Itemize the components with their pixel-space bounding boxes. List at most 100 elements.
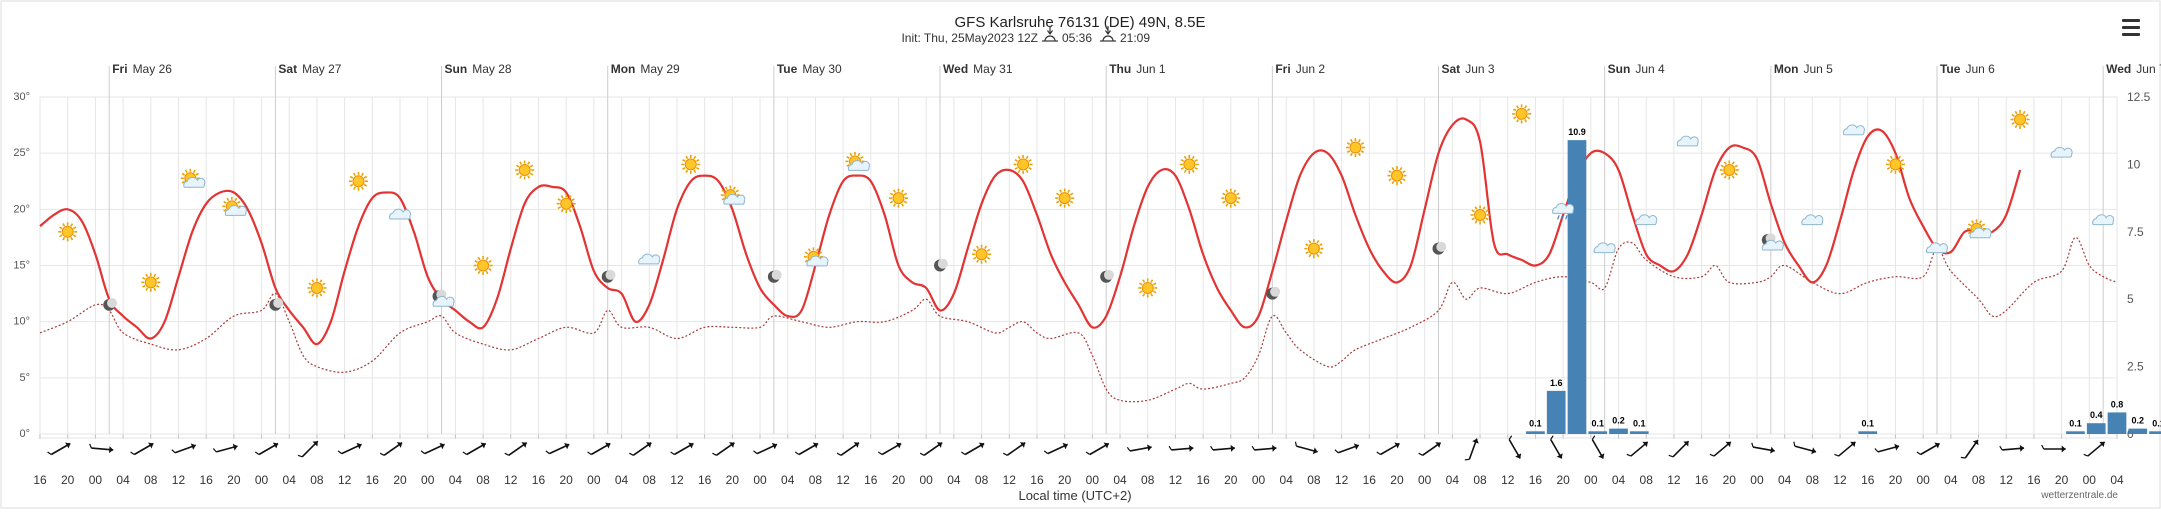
precip-bar xyxy=(2086,423,2106,434)
sun-ray xyxy=(1150,293,1154,297)
cloud-shape xyxy=(2092,214,2115,226)
hour-tick-label: 20 xyxy=(393,473,407,487)
hour-tick-label: 08 xyxy=(1141,473,1155,487)
wind-arrow-icon xyxy=(1085,442,1110,456)
sun-ray xyxy=(1152,282,1157,286)
wind-arrow-head xyxy=(564,442,570,450)
wind-arrow-barb xyxy=(1418,452,1423,456)
sun-ray xyxy=(986,256,991,260)
sun-ray xyxy=(1014,158,1018,162)
cloud-shape xyxy=(723,193,746,205)
sun-weather-icon xyxy=(1304,239,1324,259)
sun-ray xyxy=(1357,152,1361,157)
sun-ray xyxy=(363,183,368,187)
sun-ray xyxy=(735,189,739,193)
wind-arrow-head xyxy=(936,442,943,448)
sun-weather-icon xyxy=(1470,205,1490,225)
sun-weather-icon xyxy=(1179,154,1199,174)
hour-tick-label: 20 xyxy=(559,473,573,487)
sun-ray xyxy=(1734,172,1738,176)
sun-disc xyxy=(518,164,531,177)
wind-arrow-head xyxy=(1515,453,1522,459)
wind-arrow-head xyxy=(812,442,819,449)
precip-bar xyxy=(1629,431,1649,434)
wind-arrow-barb xyxy=(130,451,135,456)
sun-ray xyxy=(2014,110,2018,115)
sun-ray xyxy=(311,293,315,297)
sun-ray xyxy=(1150,279,1154,283)
day-label: Tue May 30 xyxy=(777,62,842,76)
sun-ray xyxy=(488,268,492,271)
sun-weather-icon xyxy=(1387,166,1407,186)
wind-arrow-barb xyxy=(1709,453,1715,457)
sun-ray xyxy=(319,279,323,283)
day-label-weekday: Tue xyxy=(1940,62,1961,76)
sun-ray xyxy=(1391,167,1395,171)
sun-ray xyxy=(685,155,689,160)
wind-arrow-icon xyxy=(2041,444,2066,453)
hour-tick-label: 16 xyxy=(864,473,878,487)
precip-bar xyxy=(1567,140,1587,435)
chart-title: GFS Karlsruhe 76131 (DE) 49N, 8.5E xyxy=(955,14,1206,31)
sun-ray xyxy=(1967,223,1972,227)
cloud-shape xyxy=(806,255,829,267)
y-left-tick-label: 30° xyxy=(13,91,30,103)
sun-ray xyxy=(2025,114,2029,117)
wind-arrow-icon xyxy=(337,442,362,455)
menu-icon-bar xyxy=(2122,26,2140,29)
menu-button[interactable] xyxy=(2118,16,2144,38)
sun-ray xyxy=(2014,124,2018,129)
wind-arrow-head xyxy=(1230,444,1235,452)
sun-ray xyxy=(1025,169,1029,174)
sun-disc xyxy=(1723,164,1736,177)
sun-ray xyxy=(1482,220,1486,224)
moon-shade xyxy=(273,298,284,309)
wind-arrow-head xyxy=(646,442,652,448)
sun-ray xyxy=(1183,155,1187,160)
hour-tick-label: 16 xyxy=(1030,473,1044,487)
y-left-tick-label: 10° xyxy=(13,316,30,328)
wind-arrow-head xyxy=(65,442,71,449)
sun-weather-icon xyxy=(515,160,535,180)
wind-arrow-barb xyxy=(504,452,509,456)
cloud-weather-icon xyxy=(1676,135,1699,147)
sun-ray xyxy=(1391,180,1395,185)
sun-ray xyxy=(1890,155,1893,160)
hour-tick-label: 04 xyxy=(1280,473,1294,487)
sun-ray xyxy=(184,169,188,174)
wind-arrow-head xyxy=(2099,441,2105,448)
wind-arrow-barb xyxy=(1834,453,1839,457)
day-label-date: May 27 xyxy=(302,62,342,76)
hour-tick-label: 16 xyxy=(698,473,712,487)
cloud-shape xyxy=(2050,146,2073,158)
sun-ray xyxy=(1898,155,1901,160)
wind-arrow-barb xyxy=(2041,444,2045,450)
sun-ray xyxy=(721,189,726,193)
moon-shade xyxy=(1103,269,1114,280)
sun-ray xyxy=(807,248,811,252)
sun-ray xyxy=(226,197,230,202)
wind-arrow-barb xyxy=(420,450,426,455)
day-label: Sat Jun 3 xyxy=(1442,62,1495,76)
sun-ray xyxy=(857,152,861,157)
day-label: Thu Jun 1 xyxy=(1109,62,1166,76)
sun-ray xyxy=(361,172,364,177)
day-label-weekday: Wed xyxy=(943,62,968,76)
hour-tick-label: 00 xyxy=(1750,473,1764,487)
hour-tick-label: 08 xyxy=(1640,473,1654,487)
wind-arrow-barb xyxy=(1251,445,1255,451)
sun-ray xyxy=(560,208,564,213)
wind-arrow-barb xyxy=(794,451,800,456)
sun-ray xyxy=(516,172,520,176)
wind-arrow-head xyxy=(356,442,362,450)
sun-ray xyxy=(72,234,77,238)
day-label-weekday: Sat xyxy=(278,62,297,76)
wind-arrow-barb xyxy=(878,451,883,456)
sun-disc xyxy=(2014,113,2027,126)
day-label-weekday: Mon xyxy=(1774,62,1799,76)
sun-ray xyxy=(976,259,980,263)
sun-ray xyxy=(363,175,368,179)
sun-ray xyxy=(1225,203,1229,207)
sun-ray xyxy=(732,186,736,190)
wind-arrow-head xyxy=(1598,453,1605,459)
